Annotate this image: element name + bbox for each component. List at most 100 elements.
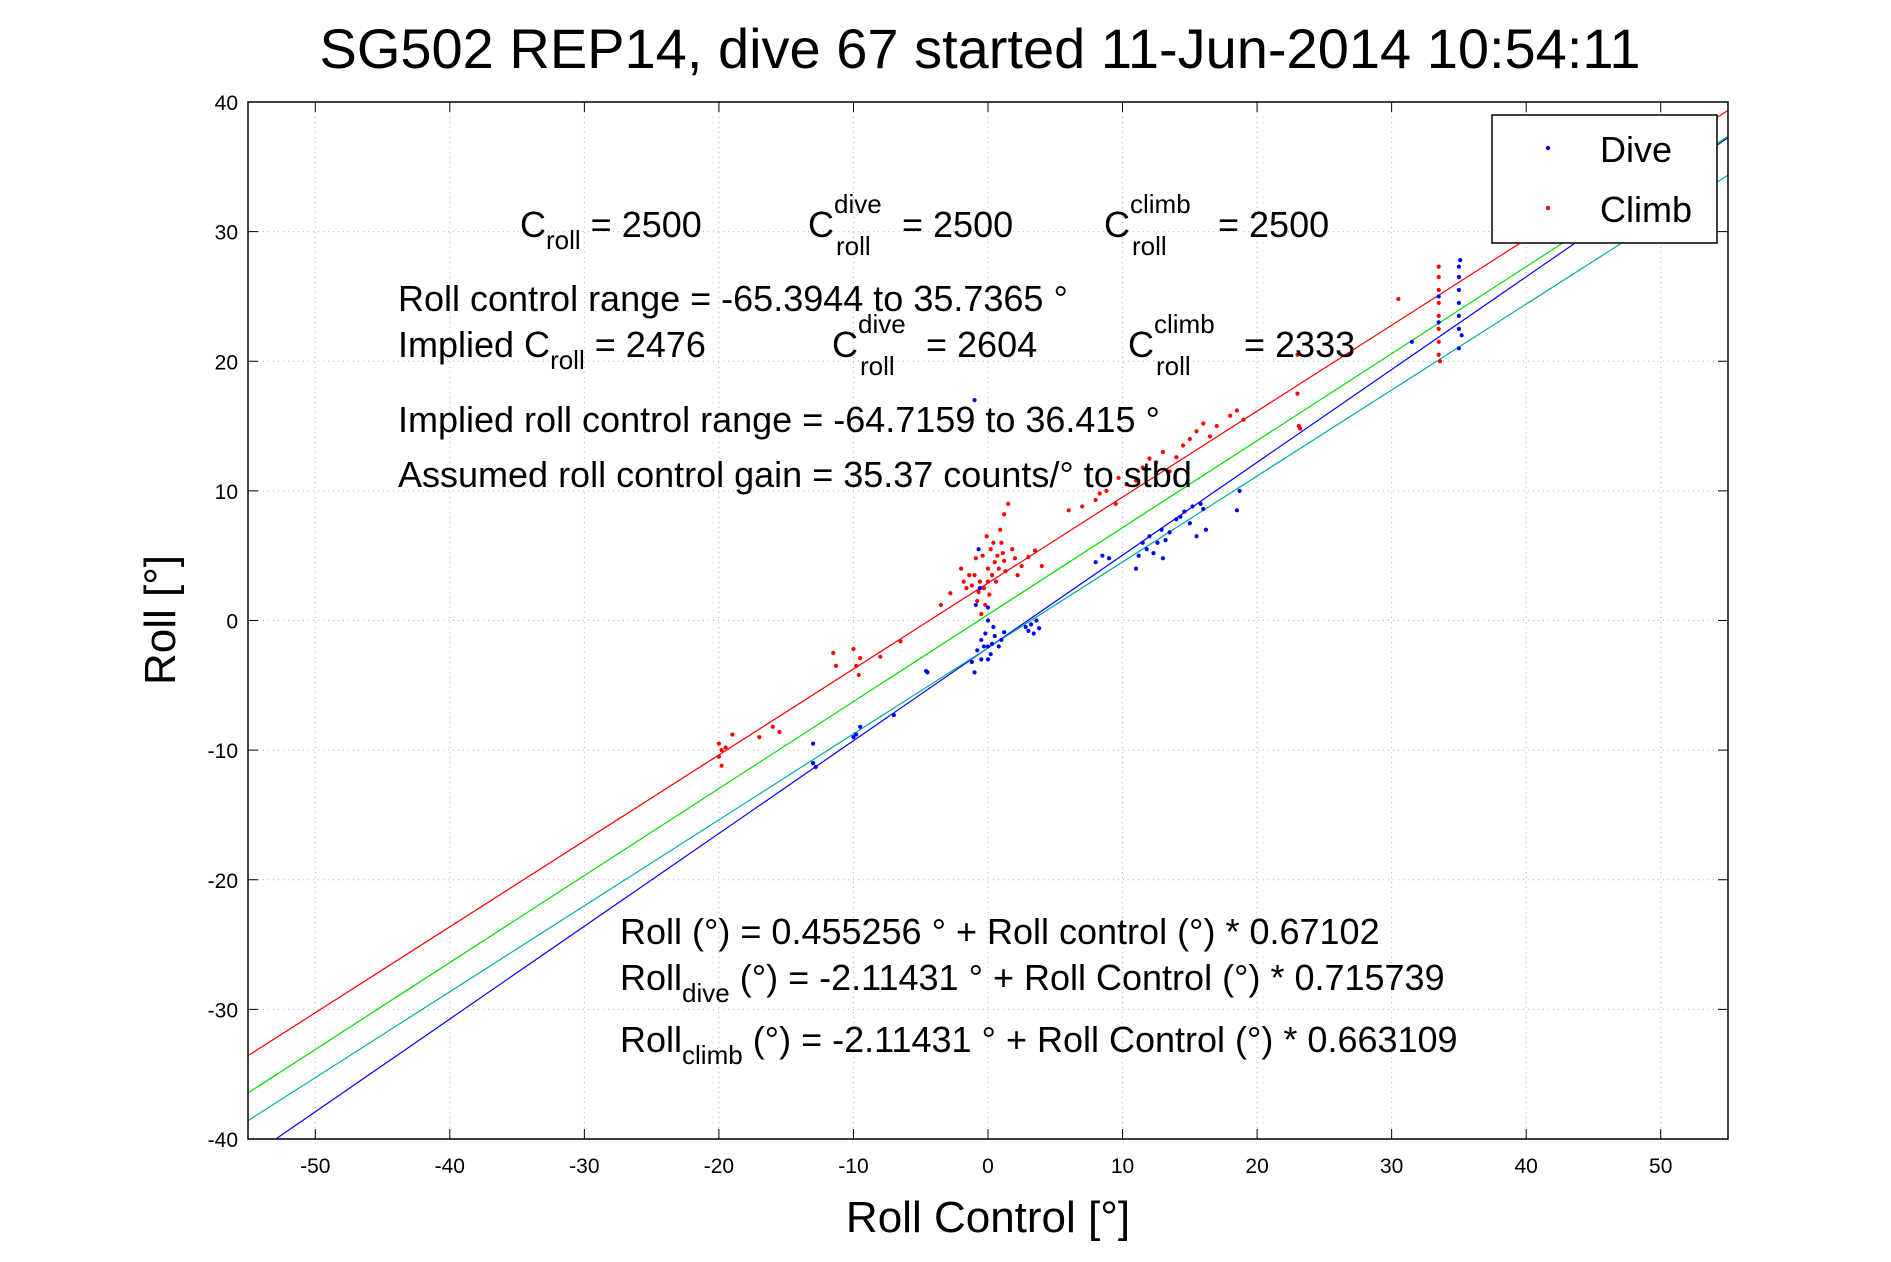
dive-point	[996, 644, 1001, 649]
climb-point	[1234, 408, 1240, 413]
implied-c-roll-dive-subscript: roll	[860, 351, 895, 381]
dive-point	[813, 764, 818, 770]
climb-point	[1002, 512, 1007, 517]
x-tick-label: -50	[300, 1155, 330, 1178]
dive-point	[1456, 300, 1462, 306]
axes-box	[247, 101, 1729, 1140]
climb-point	[1124, 482, 1129, 487]
x-tick-label: 0	[982, 1155, 994, 1178]
dive-point	[999, 637, 1004, 643]
climb-point	[969, 583, 974, 588]
gain-text: Assumed roll control gain = 35.37 counts…	[398, 454, 1192, 495]
climb-point	[1436, 339, 1441, 344]
climb-point	[1116, 475, 1121, 481]
x-axis-label: Roll Control [°]	[846, 1193, 1130, 1242]
climb-point	[1003, 569, 1008, 574]
climb-point	[1113, 501, 1118, 506]
climb-point	[1180, 443, 1186, 448]
x-tick-label: 20	[1245, 1155, 1268, 1178]
climb-point	[1032, 548, 1038, 553]
legend-climb-marker	[1545, 205, 1551, 211]
dive-point	[1409, 339, 1414, 344]
dive-point	[1187, 521, 1192, 526]
dive-point	[1155, 540, 1160, 545]
climb-point	[719, 763, 724, 768]
climb-point	[992, 560, 997, 565]
climb-point	[1214, 423, 1219, 429]
dive-point	[854, 732, 859, 737]
y-tick-label: 10	[215, 481, 238, 504]
c-roll-climb-subscript: roll	[1132, 231, 1167, 261]
implied-c-roll-climb-value: = 2333	[1244, 324, 1355, 365]
climb-point	[1396, 296, 1401, 302]
dive-point	[1144, 547, 1149, 552]
climb-point	[996, 566, 1001, 571]
climb-point	[1093, 497, 1098, 503]
climb-point	[1026, 554, 1031, 560]
climb-point	[1207, 434, 1213, 439]
legend-box	[1491, 114, 1718, 244]
c-roll-climb-value: = 2500	[1218, 204, 1329, 245]
dive-point	[1178, 514, 1183, 519]
climb-point	[985, 579, 991, 584]
climb-point	[984, 534, 989, 539]
y-tick-label: -40	[208, 1129, 238, 1152]
climb-point	[1002, 558, 1007, 563]
chart-title: SG502 REP14, dive 67 started 11-Jun-2014…	[319, 17, 1640, 80]
dive-point	[1456, 287, 1462, 293]
c-roll-dive-annotation: Cdive	[808, 189, 882, 245]
climb-point	[987, 592, 992, 597]
dive-point	[989, 641, 995, 646]
x-tick-label: 10	[1111, 1155, 1134, 1178]
dive-point	[1147, 534, 1152, 539]
climb-point	[1436, 352, 1441, 357]
climb-point	[985, 566, 991, 571]
dive-point	[1201, 506, 1206, 512]
dive-point	[924, 668, 929, 674]
climb-point	[973, 556, 978, 561]
implied-c-roll-dive-value: = 2604	[926, 324, 1037, 365]
dive-point	[1140, 540, 1145, 545]
climb-point	[1015, 573, 1020, 578]
dive-point	[1037, 626, 1042, 631]
y-tick-label: -30	[208, 999, 238, 1022]
climb-point	[1066, 508, 1071, 513]
dive-point	[972, 398, 977, 403]
dive-point	[1002, 630, 1007, 635]
climb-point	[1080, 504, 1085, 509]
climb-point	[999, 540, 1004, 545]
implied-c-roll-text: Implied Croll = 2476	[398, 324, 706, 375]
dive-point	[1190, 504, 1195, 509]
dive-point	[1159, 527, 1164, 532]
climb-point	[1019, 563, 1024, 569]
y-tick-labels: 40 30 20 10 0 -10 -20 -30 -40	[208, 92, 238, 1152]
climb-point	[977, 579, 983, 584]
c-roll-dive-subscript: roll	[836, 231, 871, 261]
climb-point	[757, 735, 762, 740]
dive-point	[1459, 333, 1464, 338]
climb-point	[1160, 449, 1166, 455]
climb-point	[993, 579, 999, 584]
x-tick-label: -30	[569, 1155, 599, 1178]
dive-point	[1458, 258, 1463, 263]
climb-point	[777, 729, 782, 735]
dive-point	[985, 605, 991, 610]
dive-point	[1093, 560, 1098, 565]
implied-c-roll-dive-annotation: Cdive	[832, 309, 906, 365]
dive-point	[972, 670, 977, 675]
c-roll-dive-value: = 2500	[902, 204, 1013, 245]
climb-point	[991, 540, 996, 545]
c-roll-climb-annotation: Cclimb	[1104, 189, 1191, 245]
dive-point	[1031, 631, 1036, 636]
climb-point	[1147, 456, 1152, 461]
dive-point	[985, 618, 991, 623]
climb-point	[938, 602, 944, 608]
climb-point	[723, 745, 728, 750]
climb-point	[1174, 455, 1179, 460]
dive-point	[1167, 530, 1172, 535]
x-tick-label: -20	[704, 1155, 734, 1178]
dive-point	[1198, 501, 1203, 506]
dive-point	[1163, 538, 1168, 543]
dive-point	[1203, 527, 1209, 532]
